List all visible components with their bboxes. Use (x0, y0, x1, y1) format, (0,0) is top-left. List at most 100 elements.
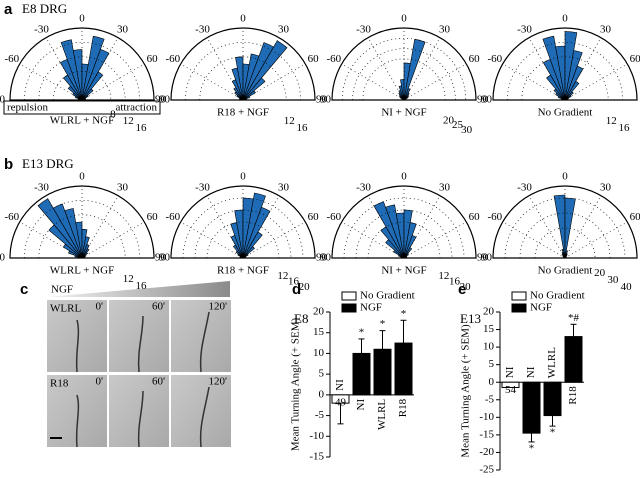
radial-grid (182, 197, 304, 259)
x-tick-label: NI (334, 379, 346, 391)
rose-frame (331, 185, 477, 259)
radial-grid (362, 58, 446, 101)
radial-tick-label: 20 (594, 267, 606, 279)
angular-grid (242, 37, 280, 101)
angular-grid (564, 221, 628, 259)
radial-grid (206, 221, 280, 259)
y-tick-label: 20 (313, 306, 325, 318)
radial-tick-label: 16 (297, 122, 309, 134)
angular-grid (206, 195, 244, 259)
y-tick-label: 5 (319, 368, 325, 380)
row-label: R18 (50, 378, 69, 390)
n-label: 59 (568, 368, 580, 380)
rose-wedge (564, 65, 584, 101)
angular-grid (206, 37, 244, 101)
angular-grid (502, 221, 566, 259)
angular-tick-label: 0 (401, 171, 407, 183)
x-tick-label: WLRL (546, 347, 558, 378)
panel-label: b (4, 156, 13, 173)
angular-tick-label: -60 (488, 211, 503, 223)
legend-label: No Gradient (360, 290, 415, 302)
angular-tick-label: -90 (0, 94, 5, 106)
radial-tick-label: 20 (443, 114, 455, 126)
angular-grid (180, 221, 244, 259)
angular-tick-label: 90 (320, 252, 332, 264)
radial-tick-label: 12 (123, 115, 134, 127)
legend-label: NGF (360, 302, 382, 314)
y-tick-label: -10 (309, 430, 324, 442)
time-label: 0' (96, 376, 104, 388)
legend-swatch (341, 291, 357, 301)
angular-tick-label: 0 (401, 13, 407, 25)
angular-grid (564, 195, 602, 259)
radial-grid (352, 48, 456, 101)
angular-tick-label: -90 (473, 252, 488, 264)
y-tick-label: -25 (479, 464, 494, 476)
radial-grid (341, 38, 467, 101)
neurite (199, 386, 210, 448)
radial-tick-label: 30 (607, 274, 619, 286)
angular-tick-label: -60 (166, 211, 181, 223)
significance: * (380, 318, 386, 330)
rose-wedge (242, 231, 263, 259)
panel-title: E8 DRG (22, 1, 67, 16)
angular-tick-label: -30 (356, 181, 371, 193)
rose-title: WLRL + NGF (50, 265, 114, 277)
x-tick-label: WLRL (376, 399, 388, 430)
rose-title: NI + NGF (381, 107, 426, 119)
neurite (75, 319, 80, 373)
radial-grid (534, 227, 596, 259)
panel-label: c (20, 281, 28, 298)
angular-grid (81, 221, 145, 259)
radial-tick-label: 12 (606, 115, 617, 127)
n-label: 61 (377, 380, 388, 392)
significance: *# (568, 312, 580, 324)
n-label: 84 (526, 384, 538, 396)
legend-swatch (511, 291, 527, 301)
rose-wedge (72, 49, 83, 101)
angular-tick-label: -90 (0, 252, 5, 264)
panel-label: e (458, 281, 466, 298)
radial-grid (38, 56, 126, 101)
bar (501, 381, 520, 388)
rose-frame (9, 185, 155, 259)
angular-grid (528, 37, 566, 101)
radial-tick-label: 20 (299, 281, 311, 293)
radial-grid (38, 214, 126, 259)
neurite (75, 394, 80, 448)
angular-tick-label: -60 (5, 211, 20, 223)
n-label: 49 (335, 396, 347, 408)
panel-label: a (4, 1, 13, 18)
angular-tick-label: 0 (79, 171, 85, 183)
radial-tick-label: 20 (460, 281, 472, 293)
angular-grid (180, 63, 244, 101)
rose-wedge (564, 80, 580, 101)
angular-grid (403, 63, 467, 101)
angular-tick-label: 90 (159, 94, 171, 106)
angular-tick-label: 30 (600, 23, 612, 35)
angular-tick-label: 90 (159, 252, 171, 264)
angular-tick-label: 30 (278, 23, 290, 35)
x-tick-label: NI (504, 366, 516, 378)
angular-tick-label: 60 (147, 211, 159, 223)
x-tick-label: NI (525, 366, 537, 378)
annotation: attraction (115, 102, 157, 114)
angular-tick-label: -60 (5, 53, 20, 65)
angular-grid (81, 37, 119, 101)
rose-title: R18 + NGF (217, 265, 269, 277)
y-tick-label: -20 (479, 446, 494, 458)
rose-frame (492, 185, 638, 259)
n-label: 71 (547, 384, 558, 396)
chart-title: E8 (294, 311, 308, 326)
y-axis-label: Mean Turning Angle (+ SEM) (290, 318, 302, 452)
angular-grid (341, 63, 405, 101)
annotation: repulsion (7, 102, 48, 114)
radial-grid (343, 197, 465, 259)
time-label: 120' (209, 301, 228, 313)
time-label: 120' (209, 376, 228, 388)
angular-tick-label: 0 (562, 13, 568, 25)
rose-wedge (64, 208, 83, 259)
significance: * (529, 442, 535, 454)
y-tick-label: 0 (319, 388, 325, 400)
